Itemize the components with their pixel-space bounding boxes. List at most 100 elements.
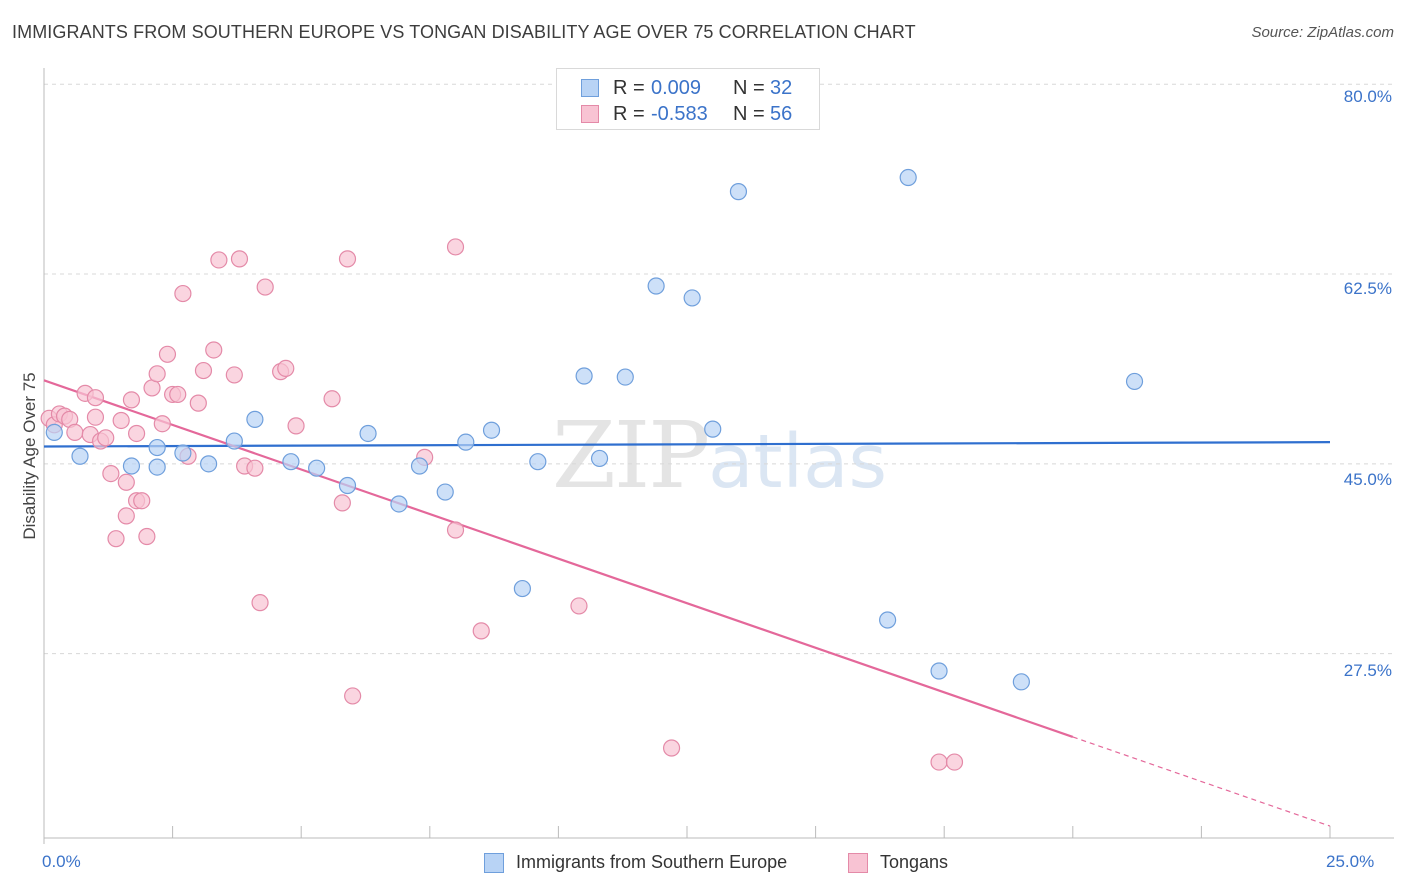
point-blue <box>529 453 547 471</box>
bottom-legend-swatch-blue <box>484 852 504 873</box>
point-pink <box>133 492 151 510</box>
data-points <box>40 168 1144 771</box>
point-blue <box>1012 673 1030 691</box>
point-pink <box>127 424 146 443</box>
legend-r-value: -0.583 <box>651 102 708 125</box>
point-pink <box>333 494 351 512</box>
watermark: ZIPatlas <box>552 402 887 509</box>
legend-n-label: N = <box>733 76 765 99</box>
trend-line-blue <box>43 441 1331 448</box>
point-pink <box>256 278 274 296</box>
point-blue <box>200 455 218 473</box>
point-pink <box>174 284 192 303</box>
point-blue <box>308 459 326 477</box>
point-blue <box>930 662 948 680</box>
bottom-legend-label-tongans: Tongans <box>880 852 949 872</box>
point-blue <box>148 438 166 457</box>
y-tick-label-27-5: 27.5% <box>1343 661 1392 680</box>
legend-n-value: 56 <box>770 102 793 125</box>
x-tick-label-min: 0.0% <box>42 852 81 871</box>
trend-lines <box>43 379 1331 827</box>
point-pink <box>66 423 84 441</box>
y-tick-label-62-5: 62.5% <box>1343 279 1392 298</box>
point-pink <box>205 341 223 359</box>
point-blue <box>457 433 475 451</box>
trend-line-pink <box>43 379 1074 738</box>
point-pink <box>102 465 120 483</box>
point-pink <box>277 359 295 378</box>
point-pink <box>230 250 249 268</box>
x-tick-label-max: 25.0% <box>1326 852 1375 871</box>
legend-r-label: R = <box>613 102 645 125</box>
point-pink <box>662 739 681 757</box>
point-pink <box>148 365 166 383</box>
point-blue <box>704 420 722 438</box>
point-blue <box>729 183 748 201</box>
point-pink <box>344 687 362 705</box>
point-blue <box>390 495 408 513</box>
y-axis-label: Disability Age Over 75 <box>20 372 39 540</box>
legend-r-label: R = <box>613 76 645 99</box>
point-blue <box>246 410 264 428</box>
bottom-legend-swatch-pink <box>848 852 868 873</box>
point-blue <box>879 611 897 629</box>
point-pink <box>107 530 125 548</box>
point-blue <box>899 168 917 187</box>
legend-n-value: 32 <box>770 76 793 99</box>
point-blue <box>1125 372 1144 391</box>
point-pink <box>117 507 135 525</box>
point-pink <box>158 345 177 363</box>
point-blue <box>647 277 665 295</box>
watermark-atlas: atlas <box>708 419 887 505</box>
point-pink <box>338 250 357 268</box>
point-pink <box>122 391 141 409</box>
point-blue <box>482 421 501 439</box>
point-pink <box>138 527 156 546</box>
point-blue <box>338 476 357 495</box>
point-pink <box>194 361 213 380</box>
point-blue <box>71 447 89 465</box>
point-pink <box>117 473 135 491</box>
y-tick-label-80: 80.0% <box>1343 87 1392 106</box>
point-pink <box>472 622 490 640</box>
point-pink <box>246 459 264 477</box>
point-blue <box>282 453 300 471</box>
point-blue <box>122 457 141 475</box>
bottom-legend-tongans: Tongans <box>848 852 948 873</box>
point-blue <box>683 289 701 307</box>
point-pink <box>323 390 341 408</box>
point-blue <box>436 483 454 501</box>
grid-lines <box>44 83 1394 655</box>
legend-swatch-blue <box>581 79 599 97</box>
point-blue <box>410 457 429 475</box>
point-pink <box>930 753 948 771</box>
axes <box>43 68 1394 844</box>
watermark-zip: ZIP <box>552 402 710 509</box>
point-pink <box>153 415 171 433</box>
point-pink <box>446 521 465 539</box>
legend-r-value: 0.009 <box>651 76 702 99</box>
legend-row-tongans: R = -0.583 N = 56 <box>581 103 792 125</box>
point-pink <box>945 753 964 771</box>
point-blue <box>45 423 63 441</box>
point-blue <box>513 579 531 598</box>
legend-row-southern-europe: R = 0.009 N = 32 <box>581 77 792 99</box>
point-pink <box>570 597 588 615</box>
point-blue <box>174 444 192 462</box>
point-pink <box>446 238 465 256</box>
source-credit: Source: ZipAtlas.com <box>1251 24 1394 41</box>
point-pink <box>97 429 115 447</box>
point-pink <box>169 385 187 404</box>
bottom-legend-label-southern-europe: Immigrants from Southern Europe <box>516 852 788 872</box>
trend-line-extension-pink <box>1072 736 1331 827</box>
point-blue <box>225 432 243 450</box>
chart-title: IMMIGRANTS FROM SOUTHERN EUROPE VS TONGA… <box>12 22 916 42</box>
point-blue <box>359 424 377 443</box>
y-tick-label-45: 45.0% <box>1343 470 1392 489</box>
point-blue <box>148 458 166 476</box>
point-pink <box>189 394 207 412</box>
point-pink <box>225 366 243 384</box>
point-pink <box>86 408 105 426</box>
point-blue <box>616 368 634 386</box>
